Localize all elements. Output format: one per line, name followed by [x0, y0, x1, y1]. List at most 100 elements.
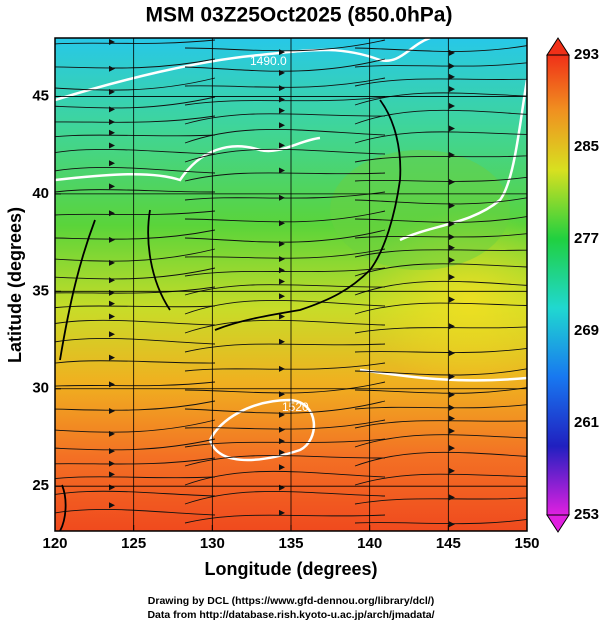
streamline-arrow	[279, 96, 285, 103]
streamline	[55, 58, 216, 69]
streamline	[55, 267, 216, 280]
streamline	[55, 286, 216, 294]
streamline-arrow	[449, 415, 455, 422]
streamline	[55, 115, 216, 123]
streamline	[184, 191, 386, 201]
colorbar-extend-high	[546, 37, 570, 56]
streamline-arrow	[109, 106, 115, 113]
streamline-arrow	[279, 122, 285, 129]
streamline-arrow	[109, 502, 115, 509]
streamline-arrow	[109, 210, 115, 217]
field: 1490.0 1520	[55, 38, 527, 531]
x-tick-label: 150	[514, 535, 539, 552]
axes: 120 125 130 135 140 145 150 25 30 35 40 45 253 261 269…	[32, 38, 599, 552]
streamline-arrow	[109, 259, 115, 266]
streamline	[55, 419, 216, 433]
streamline-arrow	[109, 381, 115, 388]
colorbar-tick-label: 293	[574, 46, 599, 63]
x-tick-label: 130	[200, 535, 225, 552]
colorbar-tick-label: 253	[574, 506, 599, 523]
y-tick-label: 40	[32, 185, 49, 202]
streamline-arrow	[109, 408, 115, 415]
streamline-arrow	[449, 445, 455, 452]
streamline-arrow	[109, 460, 115, 467]
streamline-arrow	[279, 142, 285, 149]
streamline-arrow	[449, 202, 455, 209]
streamline-arrow	[109, 65, 115, 72]
streamline	[184, 438, 386, 448]
streamline	[184, 362, 386, 372]
streamline	[55, 360, 216, 364]
streamline-arrow	[279, 107, 285, 114]
streamline	[55, 134, 216, 138]
streamline	[55, 229, 216, 240]
streamline-arrow	[449, 494, 455, 501]
streamline	[184, 128, 386, 144]
streamline-arrow	[449, 103, 455, 110]
streamline-arrow	[279, 411, 285, 418]
streamline-arrow	[449, 467, 455, 474]
streamline	[184, 248, 386, 259]
streamline	[55, 319, 216, 326]
streamline-arrow	[109, 39, 115, 45]
streamline-arrow	[279, 438, 285, 445]
colorbar-extend-low	[546, 514, 570, 533]
footer-line: Drawing by DCL (https://www.gfd-dennou.o…	[148, 595, 434, 607]
streamline-arrow	[449, 244, 455, 251]
streamline-arrow	[279, 278, 285, 285]
y-axis-label: Latitude (degrees)	[5, 207, 25, 363]
streamline	[184, 229, 386, 243]
title: MSM 03Z25Oct2025 (850.0hPa)	[146, 4, 453, 27]
streamline-arrow	[279, 426, 285, 433]
streamline	[184, 267, 386, 277]
streamline	[184, 284, 386, 296]
streamline-arrow	[279, 365, 285, 372]
streamline	[184, 299, 386, 315]
streamline-arrow	[109, 119, 115, 126]
streamline-arrow	[109, 160, 115, 167]
streamline-arrow	[279, 449, 285, 456]
streamline-arrow	[449, 152, 455, 159]
x-tick-label: 140	[357, 535, 382, 552]
streamline	[184, 490, 386, 505]
streamline-arrow	[449, 404, 455, 411]
colorbar	[546, 54, 570, 516]
contour-label: 1490.0	[250, 54, 287, 68]
streamline-arrow	[109, 236, 115, 243]
streamline	[55, 490, 216, 497]
streamline-arrow	[449, 220, 455, 227]
streamline-arrow	[449, 125, 455, 132]
streamline	[55, 381, 216, 387]
streamline	[184, 470, 386, 486]
streamline	[55, 337, 216, 345]
streamline-arrow	[279, 240, 285, 247]
y-tick-label: 25	[32, 477, 49, 494]
streamline	[55, 509, 216, 516]
streamline	[55, 148, 216, 155]
streamline-arrow	[449, 49, 455, 56]
streamline-arrow	[109, 313, 115, 320]
streamline	[55, 210, 216, 216]
streamline	[184, 419, 386, 430]
streamline	[184, 210, 386, 223]
streamline-arrow	[449, 373, 455, 380]
streamline-arrow	[109, 471, 115, 478]
streamline	[184, 514, 386, 524]
streamline	[184, 77, 386, 88]
streamline	[184, 400, 386, 414]
streamline-arrow	[279, 391, 285, 398]
streamline	[55, 189, 216, 193]
streamline-arrow	[279, 194, 285, 201]
colorbar-tick-label: 277	[574, 230, 599, 247]
streamline-arrow	[449, 274, 455, 281]
streamline-arrow	[449, 323, 455, 330]
streamline	[184, 455, 386, 467]
streamline-arrow	[279, 69, 285, 76]
y-tick-label: 35	[32, 282, 49, 299]
x-tick-label: 135	[278, 535, 303, 552]
streamline	[55, 248, 216, 262]
streamline-arrow	[109, 331, 115, 338]
streamline-arrow	[109, 277, 115, 284]
streamline	[55, 457, 216, 465]
streamline-arrow	[449, 233, 455, 240]
